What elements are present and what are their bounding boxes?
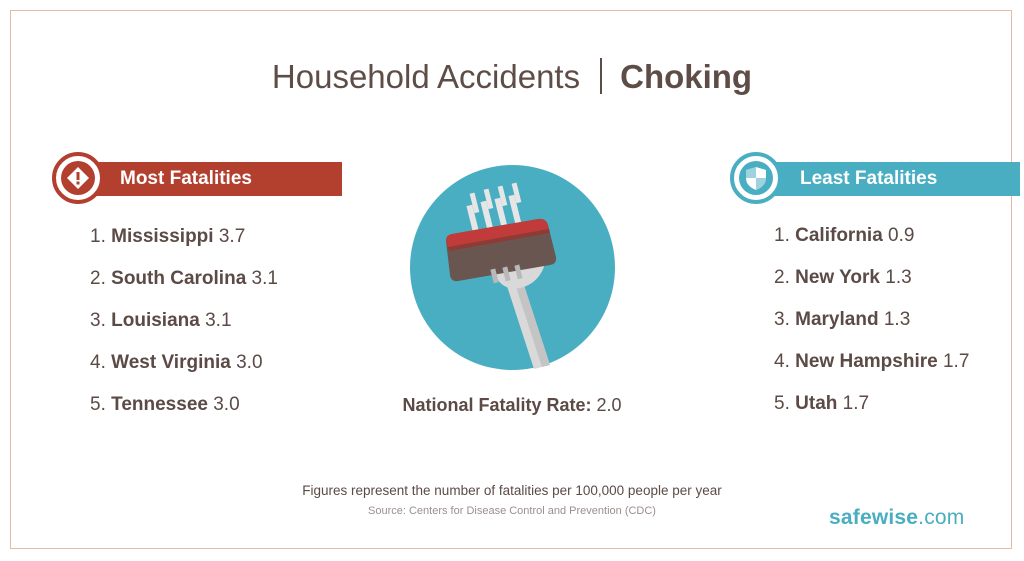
list-item: 4. West Virginia 3.0 xyxy=(90,352,278,394)
national-rate-label: National Fatality Rate: xyxy=(402,395,592,415)
most-fatalities-list: 1. Mississippi 3.7 2. South Carolina 3.1… xyxy=(90,226,278,436)
shield-icon xyxy=(739,161,773,195)
list-item: 3. Louisiana 3.1 xyxy=(90,310,278,352)
most-badge-circle xyxy=(52,152,104,204)
source-note: Source: Centers for Disease Control and … xyxy=(368,505,656,517)
title-right: Choking xyxy=(620,58,753,95)
safewise-logo[interactable]: safewise.com xyxy=(829,506,964,530)
most-fatalities-label: Most Fatalities xyxy=(96,162,342,196)
least-badge-circle xyxy=(730,152,782,204)
page-title: Household Accidents Choking xyxy=(0,58,1024,96)
list-item: 5. Utah 1.7 xyxy=(774,393,969,435)
list-item: 3. Maryland 1.3 xyxy=(774,309,969,351)
least-fatalities-label: Least Fatalities xyxy=(774,162,1020,196)
national-rate-value: 2.0 xyxy=(596,395,622,415)
item-state: California xyxy=(795,225,883,246)
item-state: Mississippi xyxy=(111,226,214,247)
item-state: West Virginia xyxy=(111,352,231,373)
item-rate: 1.3 xyxy=(883,309,911,330)
item-rate: 1.7 xyxy=(942,351,970,372)
item-rate: 3.7 xyxy=(218,226,246,247)
item-state: Louisiana xyxy=(111,310,200,331)
item-rank: 5. xyxy=(90,394,106,415)
item-state: South Carolina xyxy=(111,268,247,289)
item-rank: 4. xyxy=(774,351,790,372)
least-fatalities-list: 1. California 0.9 2. New York 1.3 3. Mar… xyxy=(774,225,969,435)
list-item: 1. California 0.9 xyxy=(774,225,969,267)
item-state: Maryland xyxy=(795,309,879,330)
logo-part-safe: safe xyxy=(829,506,872,529)
item-rank: 1. xyxy=(90,226,106,247)
item-rate: 3.1 xyxy=(205,310,232,331)
list-item: 2. South Carolina 3.1 xyxy=(90,268,278,310)
infographic-frame xyxy=(10,10,1012,549)
item-rank: 3. xyxy=(774,309,790,330)
item-rank: 2. xyxy=(774,267,790,288)
item-state: Tennessee xyxy=(111,394,208,415)
item-rate: 1.7 xyxy=(842,393,870,414)
fork-with-meat-icon xyxy=(410,165,615,370)
footnote: Figures represent the number of fataliti… xyxy=(302,483,722,498)
item-rank: 4. xyxy=(90,352,106,373)
item-rank: 2. xyxy=(90,268,106,289)
item-state: New Hampshire xyxy=(795,351,938,372)
item-rate: 3.0 xyxy=(213,394,240,415)
item-rate: 3.1 xyxy=(251,268,278,289)
item-state: Utah xyxy=(795,393,838,414)
item-rate: 1.3 xyxy=(885,267,912,288)
list-item: 4. New Hampshire 1.7 xyxy=(774,351,969,393)
item-state: New York xyxy=(795,267,880,288)
title-left: Household Accidents xyxy=(271,58,581,95)
warning-icon xyxy=(61,161,95,195)
item-rate: 0.9 xyxy=(888,225,915,246)
item-rank: 1. xyxy=(774,225,790,246)
list-item: 5. Tennessee 3.0 xyxy=(90,394,278,436)
logo-part-wise: wise xyxy=(871,506,919,529)
logo-part-com: .com xyxy=(918,506,965,529)
list-item: 2. New York 1.3 xyxy=(774,267,969,309)
item-rank: 3. xyxy=(90,310,106,331)
title-divider xyxy=(600,58,603,94)
item-rate: 3.0 xyxy=(236,352,263,373)
national-fatality-rate: National Fatality Rate: 2.0 xyxy=(0,395,1024,416)
list-item: 1. Mississippi 3.7 xyxy=(90,226,278,268)
item-rank: 5. xyxy=(774,393,790,414)
